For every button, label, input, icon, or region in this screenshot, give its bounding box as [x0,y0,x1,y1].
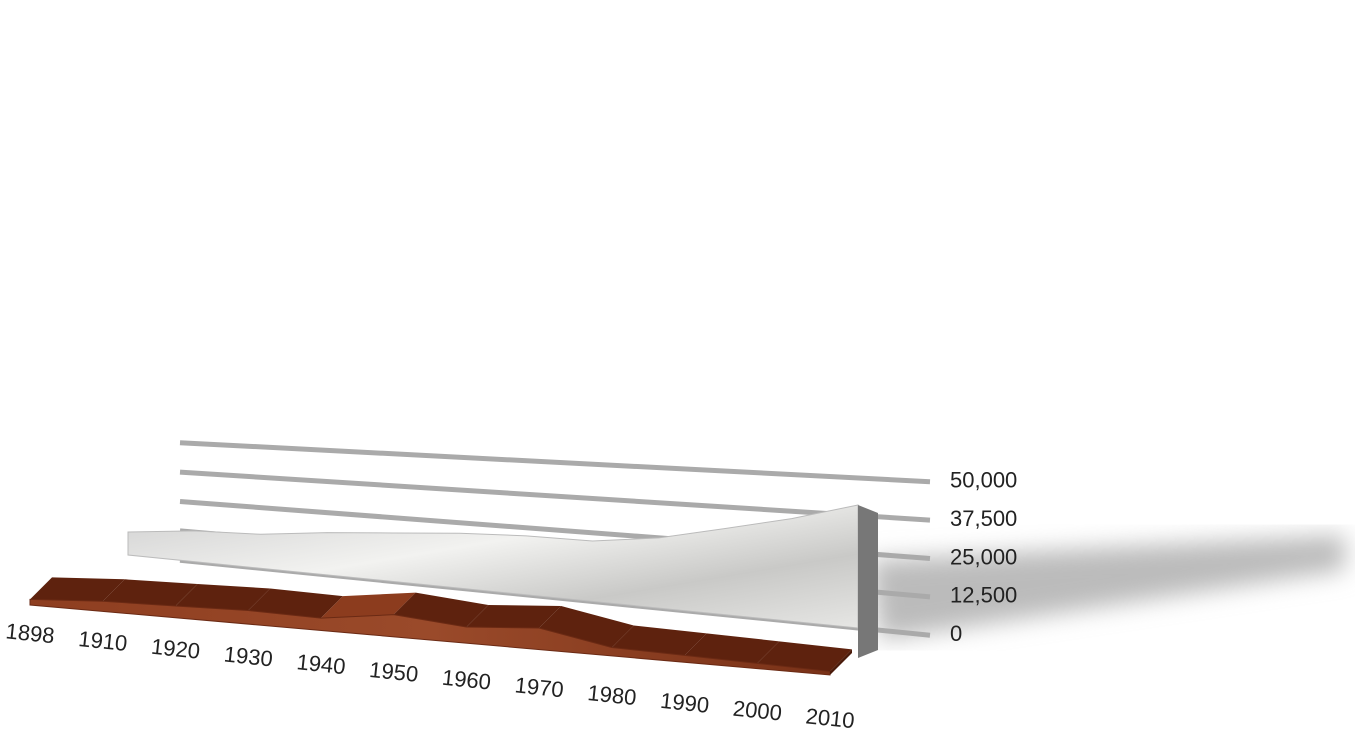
x-tick-label: 1980 [586,680,637,710]
x-tick-label: 1970 [514,672,565,702]
x-tick-label: 1950 [368,657,419,687]
shadow [870,535,1345,640]
x-tick-label: 1910 [77,626,128,656]
area-top [539,606,634,648]
area-top [684,633,780,664]
area-top [757,641,852,672]
area-top [611,625,707,656]
grid-line [179,440,931,485]
area-top [175,583,271,611]
area-top [102,579,198,606]
x-tick-label: 2000 [732,696,783,726]
area-top [466,605,562,629]
grid-line [179,469,931,523]
x-tick-label: 1920 [150,634,201,664]
x-tick-label: 1940 [295,649,346,679]
y-tick-label: 25,000 [950,544,1017,569]
area-top [30,577,125,602]
area-side [858,505,878,658]
x-tick-label: 1930 [223,642,274,672]
y-tick-label: 12,500 [950,583,1017,608]
area [29,598,831,676]
y-tick-label: 50,000 [950,468,1017,493]
area [127,504,859,629]
area-top [320,592,416,619]
y-tick-label: 0 [950,621,962,646]
area-side [830,649,852,675]
x-tick-label: 2010 [805,703,856,733]
x-tick-label: 1990 [659,688,710,718]
y-tick-label: 37,500 [950,506,1017,531]
x-tick-label: 1898 [5,618,56,648]
x-tick-label: 1960 [441,665,492,695]
area-top [248,588,343,619]
